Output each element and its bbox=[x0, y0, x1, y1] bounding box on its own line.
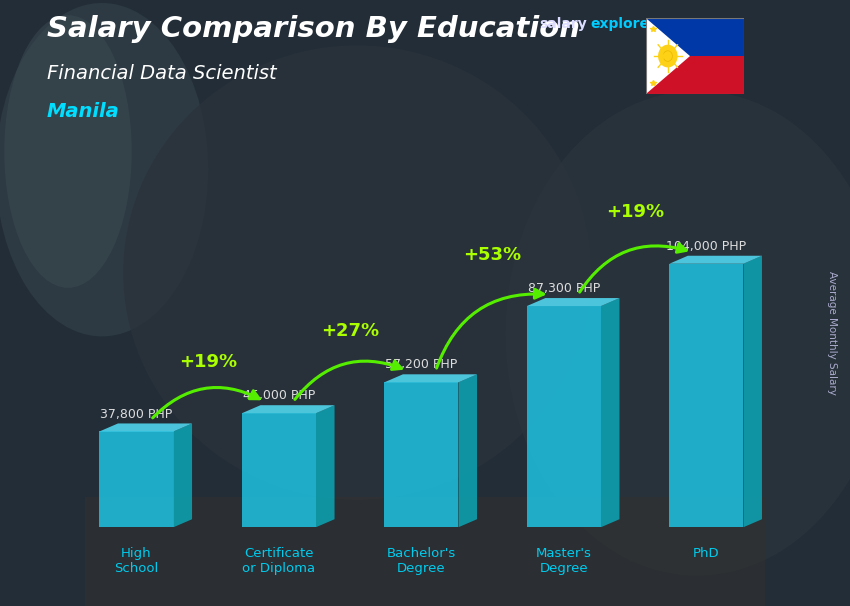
Polygon shape bbox=[384, 382, 458, 527]
Text: +27%: +27% bbox=[321, 322, 379, 340]
Polygon shape bbox=[669, 264, 744, 527]
Polygon shape bbox=[646, 18, 690, 94]
Text: 45,000 PHP: 45,000 PHP bbox=[243, 389, 315, 402]
Text: 37,800 PHP: 37,800 PHP bbox=[100, 408, 173, 421]
Text: +53%: +53% bbox=[463, 245, 522, 264]
Polygon shape bbox=[646, 56, 744, 94]
Polygon shape bbox=[458, 375, 477, 527]
Polygon shape bbox=[646, 18, 744, 56]
Polygon shape bbox=[99, 424, 192, 431]
Polygon shape bbox=[669, 256, 762, 264]
Text: High
School: High School bbox=[115, 547, 159, 575]
Ellipse shape bbox=[4, 15, 132, 288]
Polygon shape bbox=[173, 424, 192, 527]
Ellipse shape bbox=[123, 45, 591, 500]
Ellipse shape bbox=[0, 3, 208, 336]
Polygon shape bbox=[527, 306, 601, 527]
Text: +19%: +19% bbox=[178, 353, 237, 371]
Polygon shape bbox=[242, 405, 335, 413]
Polygon shape bbox=[316, 405, 335, 527]
Text: Master's
Degree: Master's Degree bbox=[536, 547, 592, 575]
Text: Manila: Manila bbox=[47, 102, 120, 121]
Text: 104,000 PHP: 104,000 PHP bbox=[666, 240, 746, 253]
Circle shape bbox=[663, 51, 672, 61]
Polygon shape bbox=[384, 375, 477, 382]
Polygon shape bbox=[744, 256, 762, 527]
Text: 87,300 PHP: 87,300 PHP bbox=[528, 282, 600, 295]
Polygon shape bbox=[601, 298, 620, 527]
Text: .com: .com bbox=[656, 17, 694, 31]
Text: explorer: explorer bbox=[591, 17, 656, 31]
Text: Average Monthly Salary: Average Monthly Salary bbox=[827, 271, 837, 395]
Text: +19%: +19% bbox=[606, 203, 664, 221]
Text: salary: salary bbox=[540, 17, 587, 31]
Text: PhD: PhD bbox=[693, 547, 720, 560]
Bar bbox=[85, 497, 765, 606]
Ellipse shape bbox=[506, 91, 850, 576]
Text: Bachelor's
Degree: Bachelor's Degree bbox=[387, 547, 456, 575]
Polygon shape bbox=[527, 298, 620, 306]
Text: Salary Comparison By Education: Salary Comparison By Education bbox=[47, 15, 580, 43]
Text: Certificate
or Diploma: Certificate or Diploma bbox=[242, 547, 315, 575]
Polygon shape bbox=[242, 413, 316, 527]
Text: Financial Data Scientist: Financial Data Scientist bbox=[47, 64, 276, 82]
Text: 57,200 PHP: 57,200 PHP bbox=[385, 358, 457, 371]
Circle shape bbox=[658, 45, 677, 67]
Polygon shape bbox=[99, 431, 173, 527]
